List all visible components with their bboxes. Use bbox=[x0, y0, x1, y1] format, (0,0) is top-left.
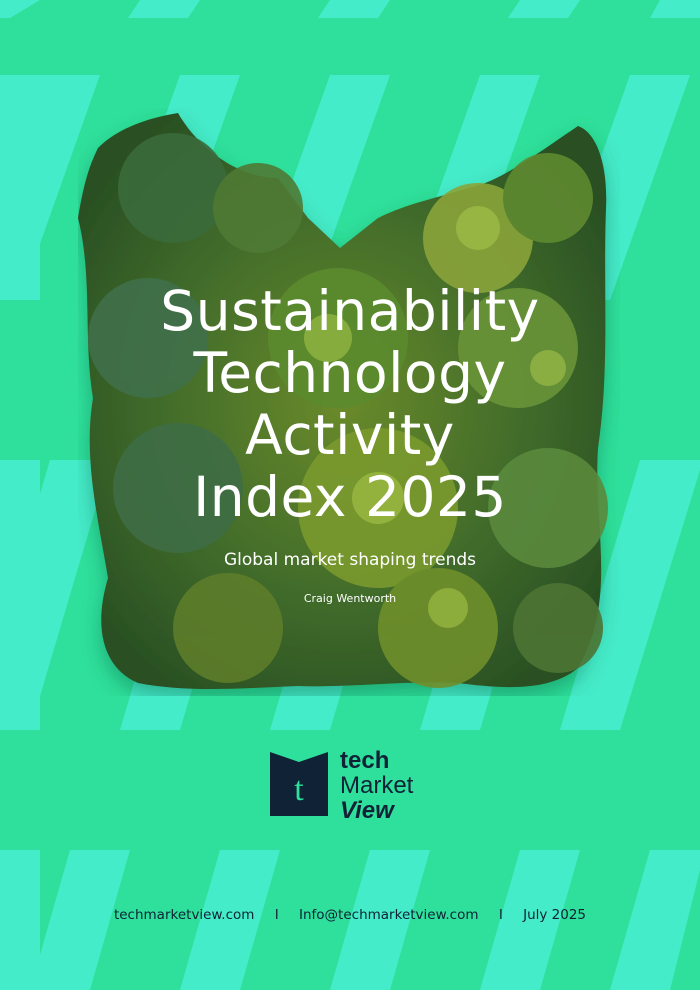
logo-line-1: tech bbox=[340, 747, 390, 774]
footer: techmarketview.com I Info@techmarketview… bbox=[0, 907, 700, 923]
report-subtitle: Global market shaping trends bbox=[223, 550, 477, 570]
logo-line-2: Market bbox=[340, 772, 414, 799]
footer-website[interactable]: techmarketview.com bbox=[113, 907, 255, 923]
forest-canopy-image bbox=[78, 113, 608, 690]
footer-separator: I bbox=[498, 907, 503, 923]
title-line-4: Index 2025 bbox=[193, 465, 507, 529]
footer-separator: I bbox=[274, 907, 279, 923]
svg-text:t: t bbox=[294, 771, 304, 808]
report-title: Sustainability Technology Activity Index… bbox=[0, 280, 700, 528]
techmarketview-logo-icon: t bbox=[270, 752, 328, 816]
logo-wordmark: tech Market View bbox=[340, 748, 413, 823]
logo-line-3: View bbox=[340, 797, 394, 824]
title-line-2: Technology bbox=[193, 341, 507, 405]
footer-email[interactable]: Info@techmarketview.com bbox=[299, 907, 479, 923]
report-author: Craig Wentworth bbox=[303, 592, 397, 605]
title-line-1: Sustainability bbox=[160, 279, 540, 343]
title-line-3: Activity bbox=[245, 403, 455, 467]
footer-date: July 2025 bbox=[523, 907, 587, 923]
